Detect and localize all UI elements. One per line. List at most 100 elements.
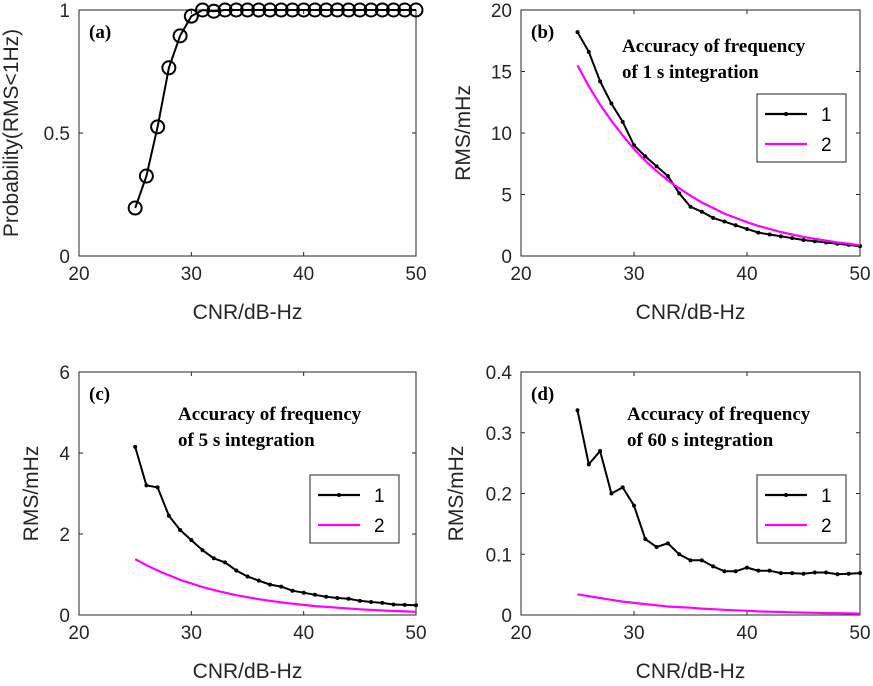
data-point [312,592,317,597]
y-axis-label: RMS/mHz [20,446,43,542]
data-point [711,215,716,220]
legend: 12 [756,474,847,544]
data-point [620,119,625,124]
plot-area [78,9,417,257]
data-point [722,219,727,224]
data-point [346,596,351,601]
annotation-line: Accuracy of frequency [622,36,806,57]
data-point [688,204,693,209]
legend-label: 2 [821,135,832,156]
panel-label: (c) [89,384,110,405]
annotation-line: Accuracy of frequency [627,404,811,425]
data-point [386,2,402,18]
data-point [643,537,648,542]
y-tick-label: 5 [501,186,512,207]
data-point [369,600,374,605]
data-point [273,2,289,18]
panel-label: (d) [531,384,554,405]
data-point [688,558,693,563]
panel-3: 20 30 40 50 0 0.1 0.2 0.3 0.4 CNR/dB-Hz RMS/mHz (d)… [445,363,871,683]
y-tick-label: 0.5 [44,124,70,145]
data-point [307,2,323,18]
y-axis-label: RMS/mHz [452,85,475,181]
data-point [166,513,171,518]
data-point [711,564,716,569]
y-tick-label: 4 [59,444,70,465]
y-tick-label: 0.4 [486,363,513,384]
x-tick-label: 30 [623,623,644,644]
x-axis-label: CNR/dB-Hz [193,301,303,324]
data-point [245,574,250,579]
data-point [189,538,194,543]
data-point [609,491,614,496]
data-point [778,234,783,239]
legend-box [309,474,400,544]
data-point [801,571,806,576]
data-point [296,2,312,18]
data-point [402,602,407,607]
data-point [279,584,284,589]
data-point [206,3,222,19]
data-point [609,101,614,106]
data-point [586,462,591,467]
y-tick-label: 20 [491,1,512,22]
data-point [262,2,278,18]
data-point [408,2,424,18]
data-point [632,503,636,508]
legend-marker [784,493,788,497]
data-point [133,444,138,449]
data-point [234,568,239,573]
data-point [195,2,211,18]
data-point [144,483,149,488]
data-point [414,603,418,608]
data-point [665,174,670,179]
legend-marker [784,112,788,116]
data-point [575,408,580,413]
panel-label: (a) [89,22,111,43]
data-point [318,2,334,18]
data-point [363,2,379,18]
series-line-2 [577,593,861,615]
data-point [575,30,580,35]
data-point [643,154,648,159]
data-point [665,541,670,546]
data-point [812,239,817,244]
x-axis-label: CNR/dB-Hz [193,660,303,683]
data-point [357,598,362,603]
data-point [699,558,704,563]
data-point [812,570,817,575]
data-point [677,552,682,557]
x-tick-label: 20 [68,623,89,644]
legend-marker [337,493,341,497]
annotation-line: of 1 s integration [622,62,759,83]
x-tick-label: 50 [849,264,870,285]
data-point [835,572,840,577]
y-tick-label: 10 [491,124,512,145]
x-tick-label: 20 [68,264,89,285]
data-point [284,2,300,18]
data-point [155,485,160,490]
data-point [223,560,228,565]
y-tick-label: 0 [59,247,70,268]
data-point [790,571,795,576]
data-point [778,571,783,576]
data-point [598,448,603,453]
y-tick-label: 0.1 [486,545,512,566]
x-tick-label: 20 [510,623,531,644]
y-tick-label: 0 [59,606,70,627]
legend-label: 1 [821,105,832,126]
legend-box [756,474,847,544]
y-axis-label: Probability(RMS<1Hz) [0,29,23,237]
data-point [745,565,749,570]
x-tick-label: 50 [405,264,426,285]
legend-label: 1 [374,486,385,507]
x-tick-label: 40 [736,264,757,285]
x-tick-label: 20 [510,264,531,285]
legend-label: 2 [374,516,385,537]
series-line-2 [576,64,861,247]
x-axis-label: CNR/dB-Hz [636,660,746,683]
data-point [240,2,255,18]
y-tick-label: 0.3 [486,424,512,445]
data-point [397,2,413,18]
